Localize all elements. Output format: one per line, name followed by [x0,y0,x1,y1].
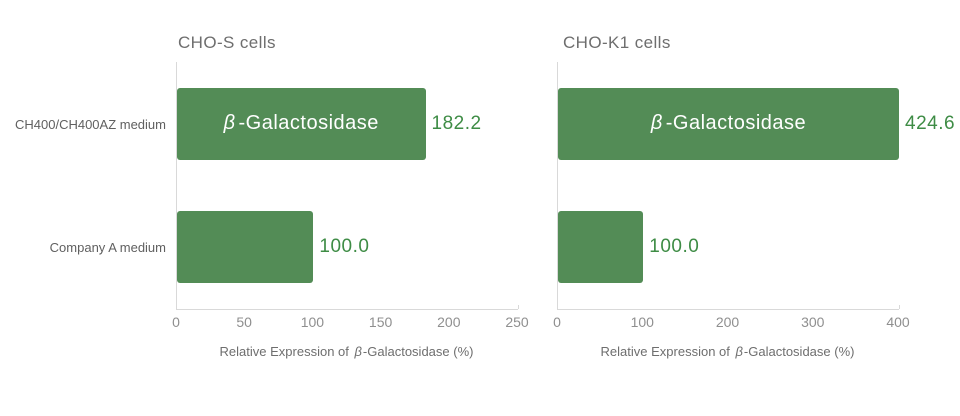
plot-area: β -Galactosidase 182.2 100.0 [176,62,519,310]
bar-row: β -Galactosidase 182.2 [177,62,518,186]
x-axis-label-pre: Relative Expression of [600,344,734,359]
beta-symbol: β [354,344,362,359]
axis-end-tick [899,305,900,309]
x-axis-label-post: -Galactosidase (%) [743,344,855,359]
category-label: CH400/CH400AZ medium [14,116,166,132]
bar-inner-label: β -Galactosidase [224,112,379,135]
chart-title: CHO-S cells [178,33,276,52]
bar-row: 100.0 [558,186,899,310]
bar-inner-label-text: -Galactosidase [238,112,379,135]
bar: β -Galactosidase [558,87,899,160]
x-tick-label: 0 [553,314,561,330]
x-tick-label: 150 [368,314,393,330]
bar-inner-label: β -Galactosidase [651,112,806,135]
x-tick-label: 100 [300,314,325,330]
x-tick-label: 300 [801,314,825,330]
value-label: 100.0 [319,236,370,258]
x-tick-label: 200 [715,314,740,330]
plot-area: β -Galactosidase 424.6 100.0 [557,62,955,310]
bar-row: 100.0 [177,186,518,310]
bar [558,211,644,284]
bar: β -Galactosidase [177,87,426,160]
x-axis-label: Relative Expression of β-Galactosidase (… [176,344,517,359]
chart-title: CHO-K1 cells [563,33,671,52]
axis-end-tick [518,305,519,309]
x-axis-label-post: -Galactosidase (%) [362,344,474,359]
value-label: 182.2 [431,112,482,134]
x-tick-label: 100 [630,314,654,330]
bar-row: β -Galactosidase 424.6 [558,62,955,186]
x-tick-label: 50 [236,314,252,330]
beta-symbol: β [735,344,743,359]
value-label: 100.0 [649,236,700,258]
category-label: Company A medium [49,240,166,255]
beta-symbol: β [223,112,236,135]
bar-inner-label-text: -Galactosidase [665,112,807,135]
x-axis-label: Relative Expression of β-Galactosidase (… [557,344,898,359]
x-tick-label: 200 [437,314,461,330]
x-axis-label-pre: Relative Expression of [219,344,353,359]
x-axis-ticks: 0 50 100 150 200 250 [172,314,529,330]
bar [177,211,314,284]
value-label: 424.6 [905,112,956,134]
beta-symbol: β [650,112,663,135]
x-tick-label: 0 [172,314,180,330]
x-tick-label: 400 [886,314,910,330]
x-axis-ticks: 0 100 200 300 400 [553,314,910,330]
chart-cho-k1: CHO-K1 cells β -Galactosidase 424.6 100.0… [553,0,960,416]
chart-cho-s: CHO-S cells CH400/CH400AZ medium Company… [14,33,529,359]
x-tick-label: 250 [505,314,529,330]
